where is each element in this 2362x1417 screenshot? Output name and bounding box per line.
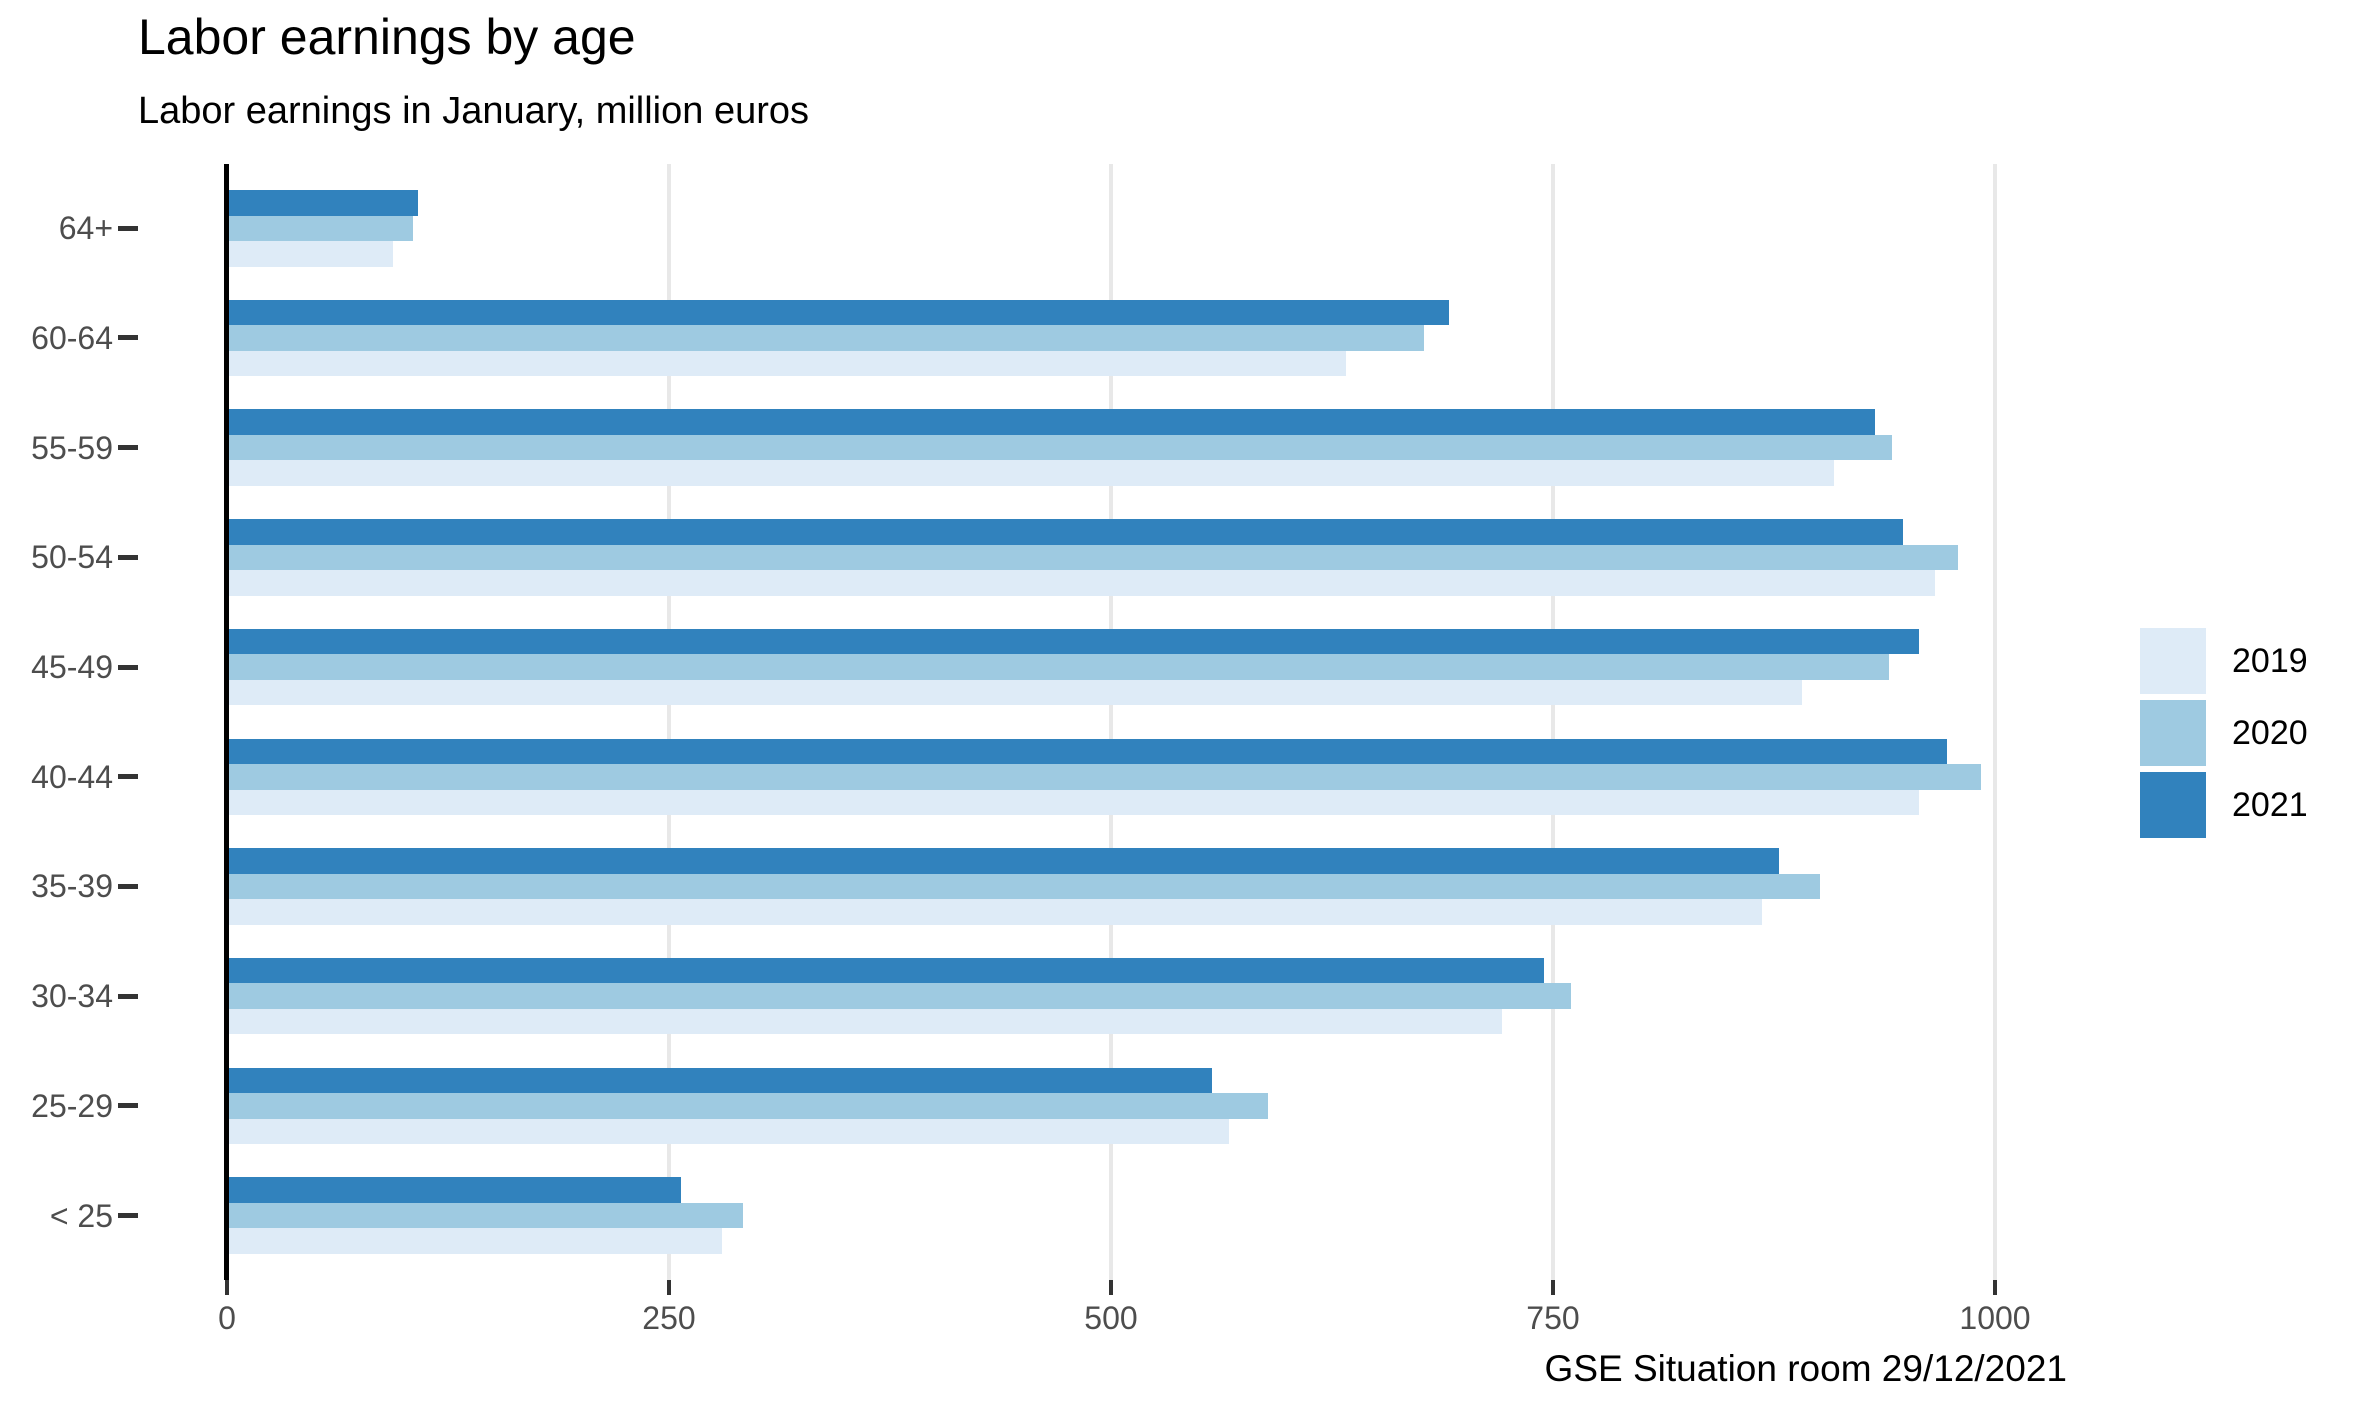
y-tick-30-34 [118,993,138,999]
chart-caption: GSE Situation room 29/12/2021 [1544,1348,2067,1389]
bar-2021-30-34 [229,957,1545,984]
chart-title: Labor earnings by age [138,9,636,65]
bar-2020-30-34 [229,983,1571,1009]
bar-2021-60-64 [229,299,1449,326]
x-axis-label: 500 [1084,1300,1138,1336]
y-tick-45-49 [118,664,138,670]
bar-2019-40-44 [229,789,1919,815]
legend-item-2019: 2019 [2140,628,2308,694]
y-axis-label: 45-49 [31,649,113,686]
y-tick-64+ [118,225,138,231]
bar-2019-55-59 [229,460,1835,486]
legend-swatch-2021 [2140,772,2206,838]
x-tick-750 [1551,1280,1555,1295]
legend-label-2021: 2021 [2232,785,2308,824]
y-axis-label: 55-59 [31,429,113,466]
x-axis-label: 1000 [1959,1300,2031,1336]
bar-2019-50-54 [229,570,1935,596]
bar-2021-64+ [229,190,418,216]
legend-item-2020: 2020 [2140,700,2308,766]
x-tick-0 [225,1280,229,1295]
y-axis-label: 35-39 [31,868,113,905]
bar-2021-25-29 [229,1067,1212,1094]
y-tick-50-54 [118,554,138,560]
gridline-x-1000 [1993,164,1997,1280]
bar-2020-60-64 [229,325,1424,351]
y-tick-60-64 [118,335,138,341]
legend-swatch-2019 [2140,628,2206,694]
x-tick-500 [1109,1280,1113,1295]
bar-2021-< 25 [229,1177,682,1203]
x-tick-250 [667,1280,671,1295]
y-axis-label: 50-54 [31,539,113,576]
bar-2020-40-44 [229,764,1981,790]
y-tick-< 25 [118,1213,138,1219]
bar-2020-35-39 [229,873,1820,900]
y-axis-label: < 25 [49,1197,113,1234]
y-axis-label: 40-44 [31,758,113,795]
legend-swatch-2020 [2140,700,2206,766]
legend-label-2020: 2020 [2232,713,2308,752]
x-axis-label: 0 [218,1300,236,1336]
chart-subtitle: Labor earnings in January, million euros [138,90,809,132]
bar-2020-64+ [229,215,413,241]
bar-2020-< 25 [229,1202,744,1229]
y-tick-25-29 [118,1103,138,1109]
bar-2019-45-49 [229,679,1803,706]
bar-2019-25-29 [229,1118,1230,1145]
bar-2020-55-59 [229,434,1893,461]
y-axis-label: 25-29 [31,1087,113,1124]
gridline-x-750 [1551,164,1555,1280]
legend-label-2019: 2019 [2232,641,2308,680]
bar-2021-45-49 [229,628,1919,655]
bar-2021-40-44 [229,738,1948,764]
bar-2019-30-34 [229,1008,1502,1035]
bar-2019-60-64 [229,350,1347,377]
bar-2021-35-39 [229,848,1780,874]
bar-2019-64+ [229,241,394,267]
bar-2020-25-29 [229,1093,1269,1119]
y-tick-35-39 [118,883,138,889]
y-axis-label: 30-34 [31,978,113,1015]
bar-2021-50-54 [229,519,1904,545]
legend: 2019 2020 2021 [2140,628,2308,844]
bar-2020-45-49 [229,654,1889,680]
x-axis-label: 250 [642,1300,696,1336]
bar-2021-55-59 [229,409,1875,435]
x-axis-label: 750 [1526,1300,1580,1336]
y-axis-label: 64+ [58,210,113,247]
legend-item-2021: 2021 [2140,772,2308,838]
y-tick-40-44 [118,774,138,780]
gridline-x-250 [667,164,671,1280]
x-tick-1000 [1993,1280,1997,1295]
bar-2019-< 25 [229,1228,723,1254]
y-tick-55-59 [118,445,138,451]
gridline-x-500 [1109,164,1113,1280]
bar-2020-50-54 [229,544,1958,571]
y-axis-label: 60-64 [31,319,113,356]
y-axis-line [224,164,229,1280]
bar-2019-35-39 [229,899,1762,925]
